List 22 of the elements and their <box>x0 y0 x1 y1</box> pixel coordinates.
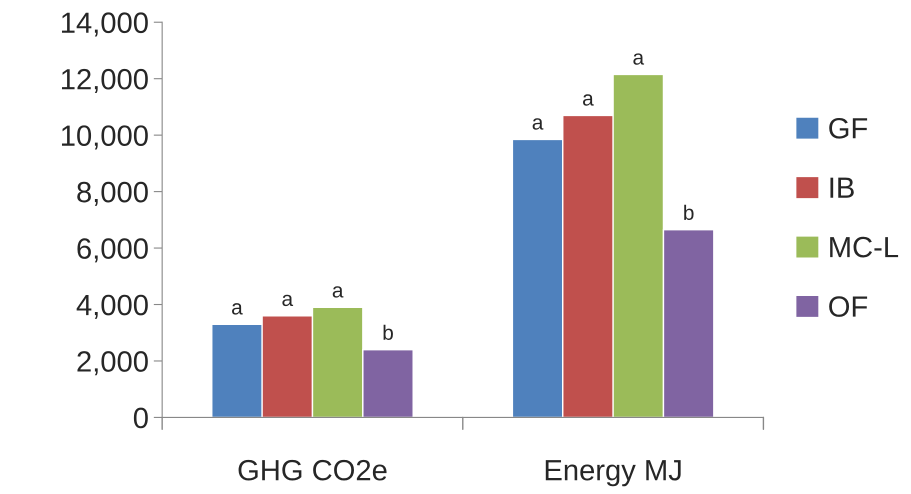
data-label: a <box>633 53 644 65</box>
data-label: b <box>684 204 694 220</box>
data-label: a <box>532 118 544 130</box>
data-label: a <box>332 286 344 298</box>
y-tick-label: 12,000 <box>62 68 148 93</box>
y-tick-label: 0 <box>134 408 148 428</box>
data-label: b <box>384 324 393 340</box>
y-tick-label: 6,000 <box>77 238 148 262</box>
x-tick-label: Energy MJ <box>546 460 681 486</box>
legend-label: OF <box>829 296 868 317</box>
legend-label: IB <box>830 178 854 198</box>
y-tick-label: 10,000 <box>62 125 148 150</box>
legend-label: GF <box>829 118 868 139</box>
y-tick-label: 8,000 <box>77 182 148 206</box>
data-label: a <box>282 294 294 306</box>
x-tick-label: GHG CO2e <box>238 460 387 481</box>
y-tick-label: 14,000 <box>62 12 148 37</box>
y-tick-label: 4,000 <box>76 294 148 319</box>
data-label: a <box>232 303 243 315</box>
data-label: a <box>583 94 594 106</box>
legend-label: MC-L <box>830 236 898 258</box>
y-tick-label: 2,000 <box>77 351 148 376</box>
